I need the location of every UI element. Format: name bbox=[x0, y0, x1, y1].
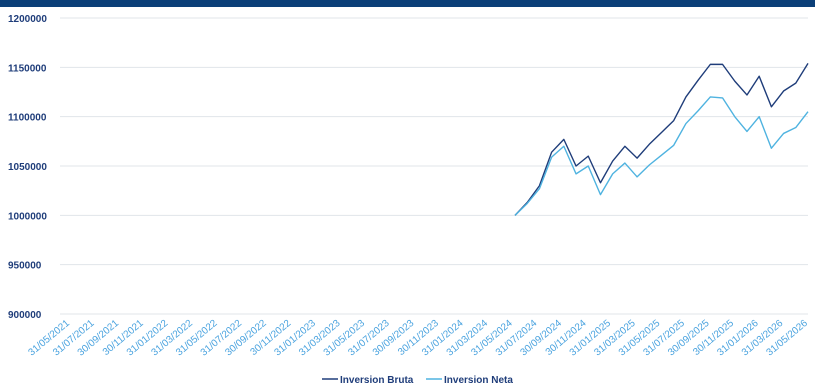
header-band bbox=[0, 0, 815, 7]
y-tick-label: 1050000 bbox=[8, 162, 47, 173]
y-tick-label: 1100000 bbox=[8, 113, 47, 124]
y-tick-label: 1200000 bbox=[8, 14, 47, 25]
y-tick-label: 900000 bbox=[8, 310, 42, 321]
y-tick-label: 1150000 bbox=[8, 63, 47, 74]
x-axis-ticks: 31/05/202131/07/202130/09/202130/11/2021… bbox=[27, 318, 811, 359]
gridlines bbox=[60, 17, 808, 315]
y-tick-label: 1000000 bbox=[8, 211, 47, 222]
y-tick-label: 950000 bbox=[8, 261, 42, 272]
legend-label: Inversion Neta bbox=[444, 375, 513, 386]
series-lines bbox=[514, 63, 809, 216]
legend-label: Inversion Bruta bbox=[340, 375, 414, 386]
series-line-inversion-bruta bbox=[514, 63, 809, 216]
legend: Inversion Bruta Inversion Neta bbox=[322, 375, 513, 386]
y-axis-ticks: 1200000 1150000 1100000 1050000 1000000 95000… bbox=[8, 14, 47, 321]
series-line-inversion-neta bbox=[514, 96, 809, 216]
